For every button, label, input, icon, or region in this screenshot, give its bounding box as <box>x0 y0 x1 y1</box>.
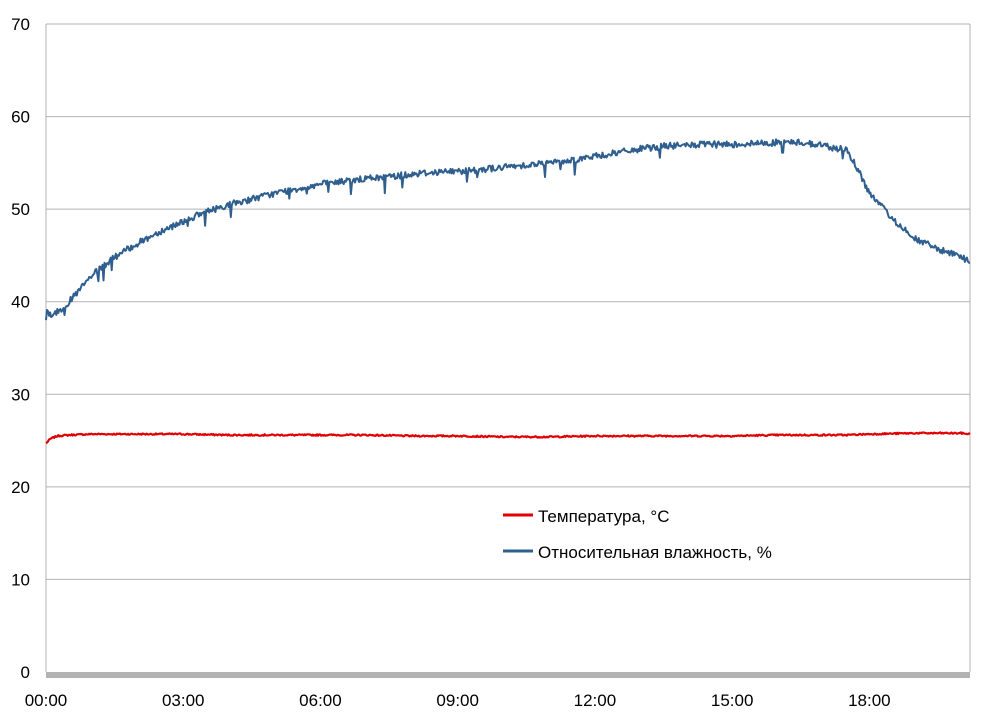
x-tick-label: 06:00 <box>299 691 342 710</box>
x-tick-label: 18:00 <box>848 691 891 710</box>
legend-label: Относительная влажность, % <box>538 543 772 562</box>
gridlines <box>45 23 971 672</box>
legend-label: Температура, °C <box>538 507 669 526</box>
legend: Температура, °C Относительная влажность, … <box>503 507 772 562</box>
y-tick-label: 20 <box>11 478 30 497</box>
series-lines <box>45 138 971 445</box>
y-tick-label: 10 <box>11 570 30 589</box>
y-tick-label: 70 <box>11 15 30 34</box>
x-tick-label: 09:00 <box>436 691 479 710</box>
x-tick-label: 00:00 <box>25 691 68 710</box>
x-axis-tick-labels: 00:00 03:00 06:00 09:00 12:00 15:00 18:00 <box>25 691 891 710</box>
x-tick-label: 15:00 <box>711 691 754 710</box>
y-tick-label: 0 <box>21 663 30 682</box>
x-tick-label: 12:00 <box>574 691 617 710</box>
y-tick-label: 30 <box>11 385 30 404</box>
series-line-humidity <box>45 138 971 321</box>
series-line-temperature <box>45 431 971 445</box>
y-axis-tick-labels: 0 10 20 30 40 50 60 70 <box>11 15 30 682</box>
y-tick-label: 60 <box>11 108 30 127</box>
x-axis-band <box>46 672 970 678</box>
x-tick-label: 03:00 <box>162 691 205 710</box>
y-tick-label: 40 <box>11 293 30 312</box>
y-tick-label: 50 <box>11 200 30 219</box>
